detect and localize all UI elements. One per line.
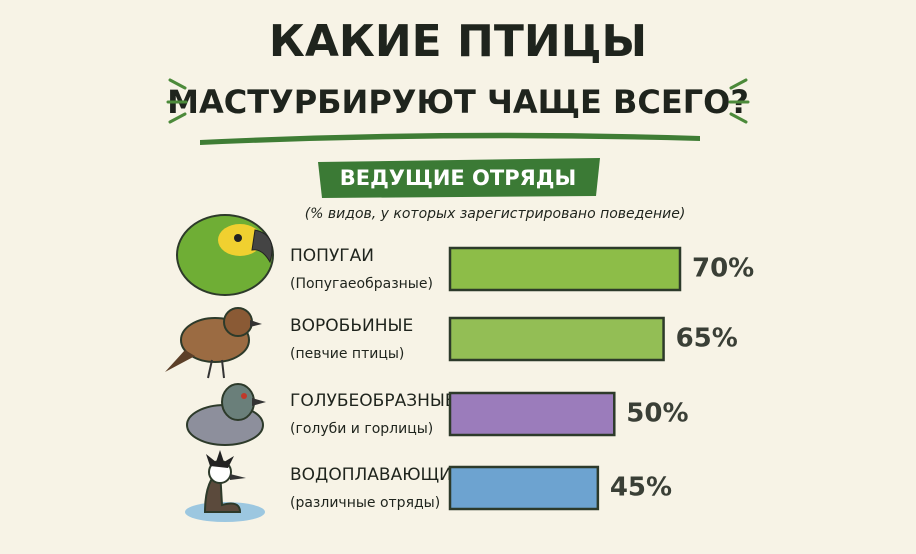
category-label: ПОПУГАИ: [290, 246, 374, 266]
value-label: 50%: [626, 399, 688, 429]
category-label: ВОРОБЬИНЫЕ: [290, 316, 413, 336]
underline: [200, 132, 700, 145]
decoration: [166, 78, 750, 124]
value-label: 70%: [692, 254, 754, 284]
value-label: 65%: [676, 324, 738, 354]
bar: [448, 465, 600, 511]
parrot-icon: [176, 214, 274, 296]
category-note: (голуби и горлицы): [290, 421, 433, 437]
chart-title: МАСТУРБИРУЮТ ЧАЩЕ ВСЕГО?: [167, 83, 749, 121]
bar: [448, 316, 665, 362]
category-note: (Попугаеобразные): [290, 276, 433, 292]
bar: [448, 391, 616, 437]
chart-title: КАКИЕ ПТИЦЫ: [269, 16, 647, 67]
subtitle: ВЕДУЩИЕ ОТРЯДЫ: [340, 166, 577, 190]
subtitle-banner: [318, 158, 600, 198]
note: (% видов, у которых зарегистрировано пов…: [305, 206, 686, 222]
pigeon-icon: [186, 383, 266, 446]
sparrow-icon: [165, 307, 262, 379]
category-label: ГОЛУБЕОБРАЗНЫЕ: [290, 391, 456, 411]
value-label: 45%: [610, 473, 672, 503]
bar: [448, 246, 682, 292]
category-label: ВОДОПЛАВАЮЩИЕ: [290, 465, 463, 485]
grebe-icon: [185, 450, 265, 522]
category-note: (певчие птицы): [290, 346, 404, 362]
category-note: (различные отряды): [290, 495, 440, 511]
